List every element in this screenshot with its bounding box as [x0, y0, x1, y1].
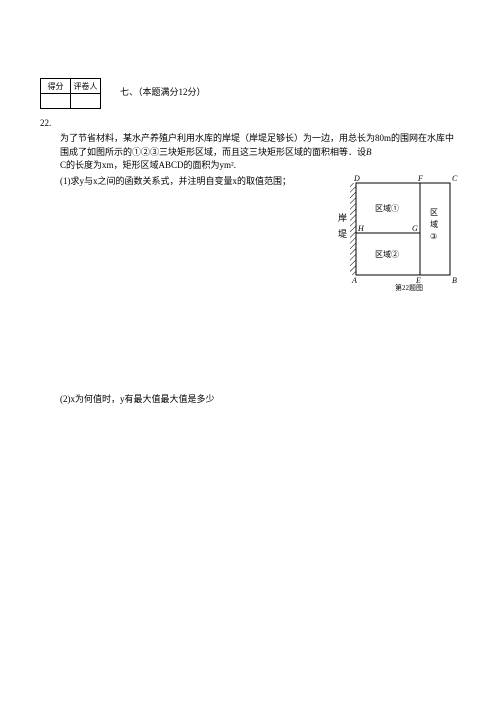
bc-var-b: B	[366, 147, 372, 157]
region-3-label-3: ③	[430, 232, 437, 241]
region-3-label-2: 域	[430, 219, 438, 229]
figure-caption: 第22题图	[395, 283, 423, 293]
shore-hatch	[350, 183, 356, 275]
score-header-2: 评卷人	[71, 79, 101, 94]
problem-text: 为了节省材料，某水产养殖户利用水库的岸堤（岸堤足够长）为一边，用总长为80m的围…	[60, 132, 460, 173]
label-f: F	[417, 175, 423, 183]
side-label: 岸 堤	[338, 210, 347, 242]
label-b: B	[452, 276, 457, 285]
question-part-1: (1)求y与x之间的函数关系式，并注明自变量x的取值范围；	[60, 174, 345, 187]
region-2-label: 区域②	[375, 249, 399, 259]
problem-line-3: C的长度为xm，矩形区域ABCD的面积为ym².	[60, 160, 236, 170]
label-a: A	[351, 276, 357, 285]
label-g: G	[412, 224, 418, 233]
region-3-label-1: 区	[430, 208, 438, 217]
score-header-1: 得分	[41, 79, 71, 94]
label-d: D	[353, 175, 360, 183]
problem-line-1: 为了节省材料，某水产养殖户利用水库的岸堤（岸堤足够长）为一边，用总长为80m的围…	[60, 133, 454, 157]
side-label-1: 岸	[338, 210, 347, 226]
question-part-2: (2)x为何值时，y有最大值最大值是多少	[60, 392, 215, 405]
question-number: 22.	[40, 118, 51, 128]
section-title: 七、（本题满分12分）	[120, 85, 206, 98]
score-table: 得分 评卷人	[40, 78, 101, 109]
score-cell-2	[71, 94, 101, 109]
label-c: C	[452, 175, 458, 183]
region-1-label: 区域①	[375, 203, 399, 213]
score-cell-1	[41, 94, 71, 109]
side-label-2: 堤	[338, 226, 347, 242]
rect-abcd	[356, 183, 450, 275]
diagram-svg: 区域① 区域② 区 域 ③ D F C H G A E B	[350, 175, 465, 295]
label-h: H	[357, 224, 365, 233]
